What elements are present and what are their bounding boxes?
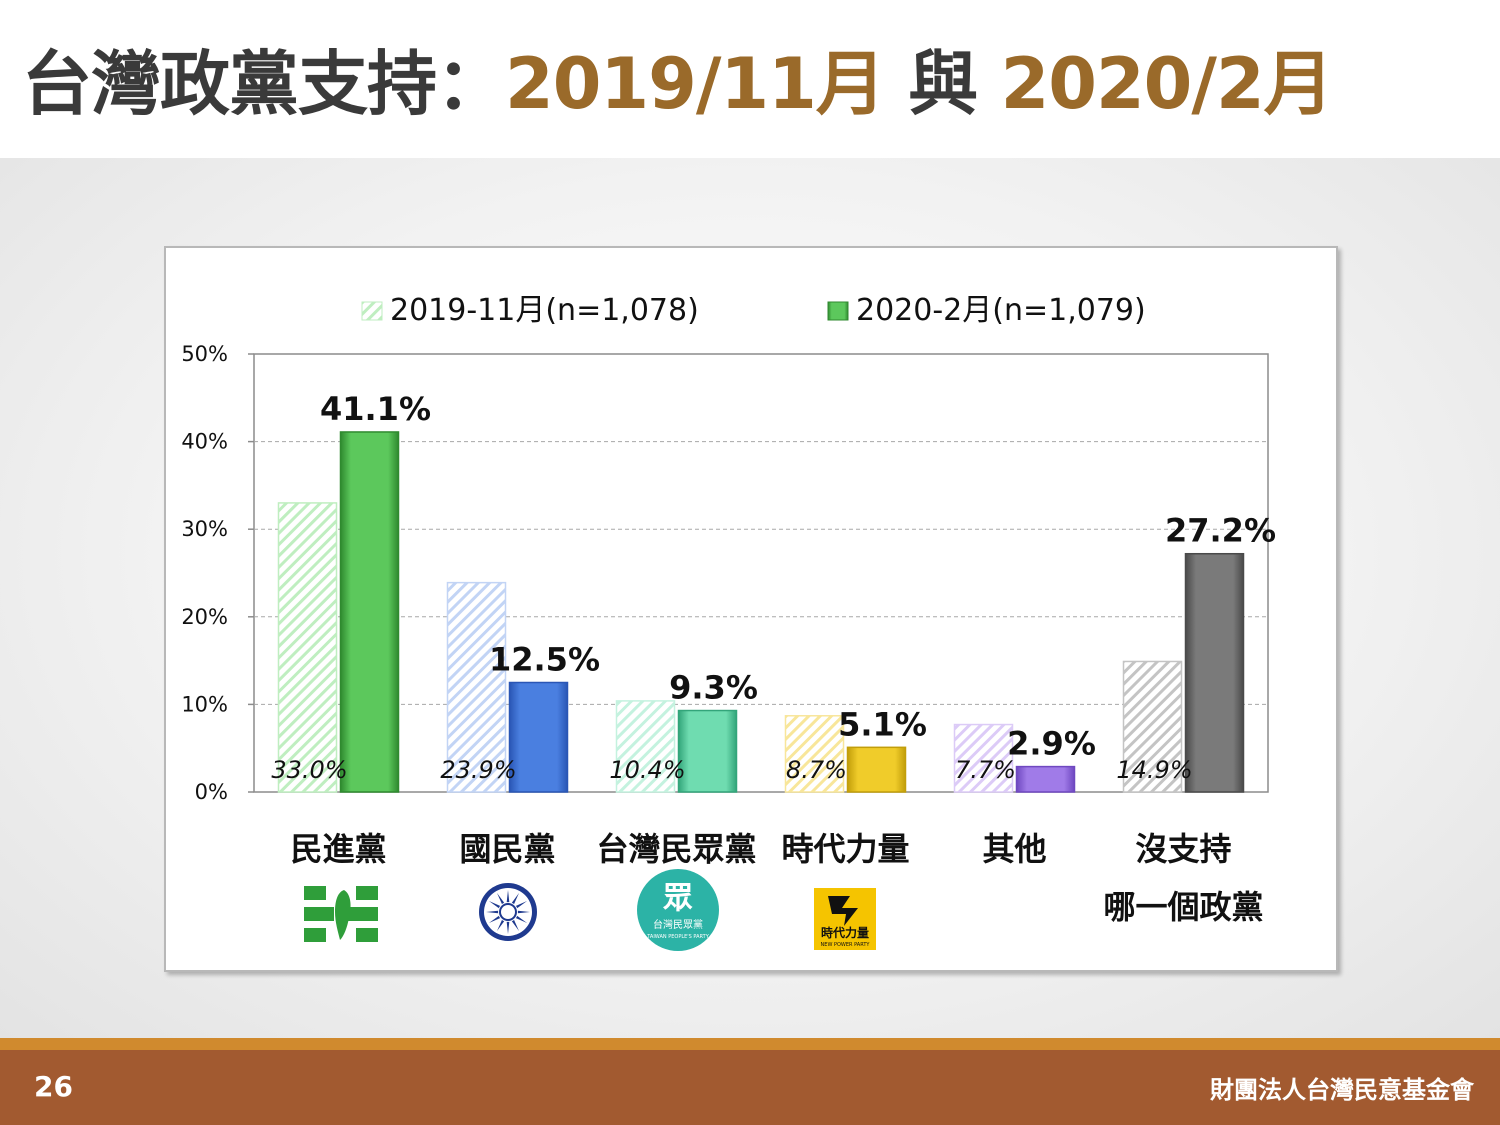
category-label: 民進黨 [290,830,386,868]
data-label-2020-2: 41.1% [320,390,431,428]
data-label-2020-2: 9.3% [669,669,758,707]
data-label-2019-11: 23.9% [440,756,516,784]
footer-bar: 26 財團法人台灣民意基金會 [0,1050,1500,1125]
bar-2019-11 [953,723,1014,793]
data-label-2019-11: 14.9% [1116,756,1192,784]
y-tick-label: 50% [181,342,228,366]
bar-2019-11 [277,502,338,793]
bar-2019-11 [1122,660,1183,793]
bar-2020-2 [1015,765,1076,793]
y-tick-label: 0% [195,780,228,804]
npp-logo-text: 時代力量 [821,925,869,940]
page-number: 26 [34,1070,73,1103]
category-label: 沒支持 [1135,830,1231,868]
y-tick-label: 40% [181,430,228,454]
bar-2020-2 [846,746,907,793]
bar-2020-2 [339,431,400,793]
kmt-emblem [479,883,537,941]
legend-swatch [827,301,849,321]
tpp-logo-subtext: TAIWAN PEOPLE'S PARTY [646,934,709,940]
bar-2020-2 [508,681,569,793]
title-prefix: 台灣政黨支持： [22,43,506,125]
category-label: 其他 [982,830,1046,868]
dpp-logo [304,886,378,942]
npp-logo-subtext: NEW POWER PARTY [821,942,871,948]
bar-2019-11 [784,715,845,793]
organization-name: 財團法人台灣民意基金會 [1210,1076,1474,1104]
title-joiner: 與 [884,43,1001,125]
legend-label: 2020-2月(n=1,079) [856,293,1146,328]
data-label-2019-11: 10.4% [609,756,685,784]
category-label: 台灣民眾黨 [596,830,756,868]
data-label-2020-2: 27.2% [1165,512,1276,550]
footer-stripe [0,1038,1500,1050]
bar-2019-11 [446,581,507,793]
data-label-2019-11: 33.0% [271,756,347,784]
y-tick-label: 20% [181,605,228,629]
bar-2019-11 [615,700,676,793]
bar-chart: 0% 10% 20% 30% 40% 50% 2019-11月(n=1,078) 2020-2… [181,293,1276,926]
plot-area [253,353,1269,793]
title-bar: 台灣政黨支持：2019/11月 與 2020/2月 [0,0,1500,158]
bar-2020-2 [677,709,738,793]
npp-logo: 時代力量 NEW POWER PARTY [814,888,876,950]
category-label: 時代力量 [781,830,909,868]
title-date-2: 2020/2月 [1000,43,1334,125]
data-label-2019-11: 7.7% [955,756,1016,784]
legend-swatch [361,301,383,321]
y-tick-label: 30% [181,517,228,541]
data-label-2020-2: 5.1% [838,705,927,743]
category-label: 哪一個政黨 [1103,888,1263,926]
tpp-logo: 眾 台灣民眾黨 TAIWAN PEOPLE'S PARTY [637,869,719,951]
tpp-logo-glyph: 眾 [662,881,693,916]
data-label-2020-2: 12.5% [489,641,600,679]
data-label-2019-11: 8.7% [786,756,847,784]
y-tick-label: 10% [181,692,228,716]
page-title: 台灣政黨支持：2019/11月 與 2020/2月 [22,28,1334,129]
chart-frame: 0% 10% 20% 30% 40% 50% 2019-11月(n=1,078) 2020-2… [164,246,1338,972]
data-label-2020-2: 2.9% [1007,725,1096,763]
legend-label: 2019-11月(n=1,078) [390,293,699,328]
bar-2020-2 [1184,552,1245,793]
category-label: 國民黨 [459,830,555,868]
tpp-logo-text: 台灣民眾黨 [653,918,703,931]
title-date-1: 2019/11月 [505,43,886,125]
